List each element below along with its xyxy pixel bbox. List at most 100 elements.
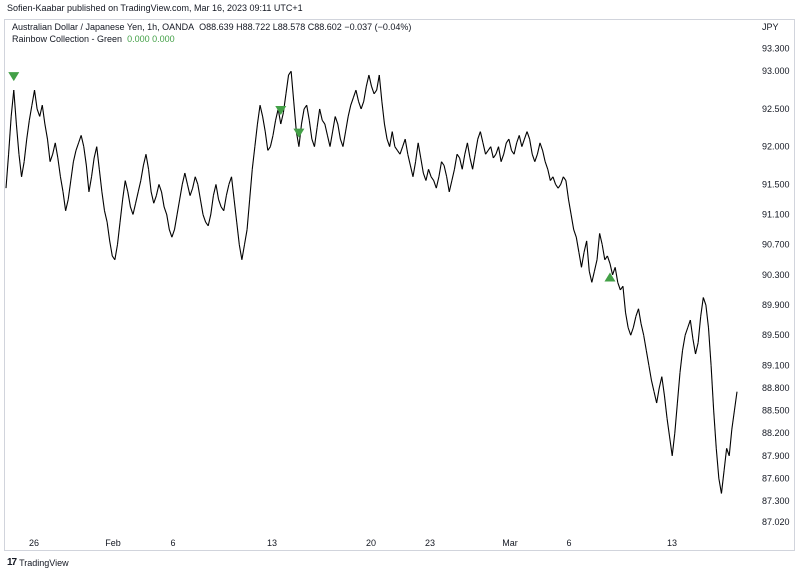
price-segment xyxy=(531,154,536,162)
price-segment xyxy=(345,116,349,132)
price-segment xyxy=(446,176,450,192)
price-segment xyxy=(36,108,41,117)
price-segment xyxy=(518,135,523,147)
price-segment xyxy=(329,131,334,147)
price-segment xyxy=(122,180,126,200)
price-segment xyxy=(412,161,417,177)
price-segment xyxy=(158,184,163,193)
price-segment xyxy=(135,191,139,204)
price-segment xyxy=(435,176,440,189)
price-segment xyxy=(326,135,331,147)
price-segment xyxy=(557,184,562,189)
price-segment xyxy=(223,195,227,211)
price-segment xyxy=(596,233,601,260)
price-segment xyxy=(189,187,194,196)
price-segment xyxy=(516,135,520,144)
price-segment xyxy=(365,74,370,87)
y-tick-label: 88.200 xyxy=(762,428,790,438)
price-segment xyxy=(630,327,634,336)
price-segment xyxy=(290,71,295,102)
tradingview-logo[interactable]: 17 xyxy=(7,557,17,568)
change-value: −0.037 (−0.04%) xyxy=(344,22,412,32)
price-segment xyxy=(251,146,256,170)
price-segment xyxy=(485,150,489,155)
price-segment xyxy=(394,146,398,151)
price-segment xyxy=(72,150,77,162)
price-segment xyxy=(614,267,619,283)
price-segment xyxy=(461,154,466,170)
price-segment xyxy=(689,320,694,340)
sell-signal-triangle[interactable] xyxy=(8,72,20,82)
price-segment xyxy=(409,165,414,177)
price-segment xyxy=(62,191,67,211)
price-segment xyxy=(425,169,430,181)
price-segment xyxy=(645,350,650,366)
price-segment xyxy=(687,319,691,328)
price-segment xyxy=(155,184,160,196)
price-segment xyxy=(407,154,411,166)
footer-brand[interactable]: TradingView xyxy=(19,557,69,568)
price-segment xyxy=(430,176,435,181)
price-segment xyxy=(259,105,264,117)
price-segment xyxy=(635,308,640,317)
price-segment xyxy=(98,169,103,192)
price-segment xyxy=(350,97,354,106)
price-segment xyxy=(363,86,367,102)
price-segment xyxy=(632,316,637,328)
price-segment xyxy=(129,206,134,215)
price-segment xyxy=(116,221,121,245)
price-segment xyxy=(321,119,326,125)
price-segment xyxy=(243,229,248,245)
price-segment xyxy=(337,123,341,140)
price-segment xyxy=(148,169,152,192)
currency-label[interactable]: JPY xyxy=(762,22,779,32)
price-segment xyxy=(513,142,518,155)
symbol-title[interactable]: Australian Dollar / Japanese Yen, 1h, OA… xyxy=(12,22,195,32)
price-segment xyxy=(93,146,98,159)
price-segment xyxy=(637,308,642,324)
buy-signal-triangle[interactable] xyxy=(604,272,616,282)
price-segment xyxy=(560,176,564,185)
price-segment xyxy=(194,176,199,185)
price-segment xyxy=(456,153,461,159)
price-segment xyxy=(46,139,51,162)
price-segment xyxy=(627,327,632,336)
price-segment xyxy=(137,180,142,193)
price-segment xyxy=(236,221,240,245)
price-segment xyxy=(246,199,251,230)
price-segment xyxy=(119,199,124,223)
price-segment xyxy=(694,342,699,355)
price-segment xyxy=(78,135,82,144)
price-segment xyxy=(705,304,710,328)
price-segment xyxy=(534,154,538,162)
price-segment xyxy=(18,154,23,177)
indicator-title[interactable]: Rainbow Collection - Green xyxy=(12,34,123,44)
price-segment xyxy=(21,161,25,177)
y-tick-label: 92.500 xyxy=(762,104,790,114)
price-segment xyxy=(396,150,401,155)
price-segment xyxy=(368,74,373,87)
y-tick-label: 93.000 xyxy=(762,66,790,76)
price-segment xyxy=(28,105,33,121)
price-segment xyxy=(404,139,409,155)
price-segment xyxy=(588,270,593,283)
sell-signal-triangle[interactable] xyxy=(293,128,305,138)
sell-signal-triangle[interactable] xyxy=(275,106,287,116)
price-segment xyxy=(658,376,663,389)
price-segment xyxy=(184,172,188,185)
price-segment xyxy=(339,138,344,147)
price-segment xyxy=(140,165,144,181)
price-segment xyxy=(205,221,209,227)
price-segment xyxy=(280,112,284,125)
price-segment xyxy=(238,244,243,260)
price-segment xyxy=(13,90,17,125)
price-segment xyxy=(15,123,20,155)
price-segment xyxy=(207,214,212,226)
y-tick-label: 88.800 xyxy=(762,383,790,393)
price-segment xyxy=(622,286,627,313)
y-tick-label: 89.100 xyxy=(762,360,790,370)
price-segment xyxy=(521,138,525,147)
x-tick-label: Feb xyxy=(105,538,121,548)
price-segment xyxy=(715,448,720,479)
